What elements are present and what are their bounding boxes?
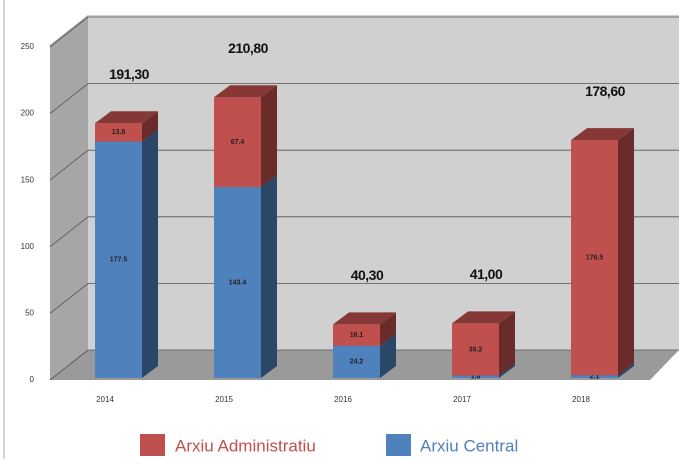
data-label: 143.4 [229,279,247,286]
bar [571,140,618,376]
total-label: 210,80 [228,40,269,56]
bar [571,375,618,378]
bar-side [380,312,396,346]
bar-side [261,174,277,378]
data-label: 67.4 [231,139,245,146]
legend-label: Arxiu Central [420,436,518,455]
data-label: 176.5 [586,254,604,261]
bar-side [499,363,515,378]
bar-top [95,111,158,124]
total-label: 40,30 [351,267,384,283]
bar-side [142,129,158,378]
x-tick-label: 2014 [96,395,114,404]
bar-side [618,128,634,376]
y-tick-label: 50 [25,309,34,318]
grid-line [49,149,89,181]
legend-swatch [386,434,411,456]
bar [95,123,142,142]
bar [333,345,380,378]
y-tick-label: 0 [30,375,35,384]
bar-side [261,85,277,187]
grid-line [49,83,89,114]
bar-side [618,363,634,378]
data-label: 177.5 [110,257,128,264]
total-label: 41,00 [470,266,503,282]
bar-top [571,128,634,141]
total-label: 178,60 [585,83,626,99]
grid-line [49,283,89,314]
side-wall [50,15,88,380]
total-label: 191,30 [109,66,150,82]
x-tick-label: 2018 [572,395,590,404]
data-label: 24.2 [350,359,364,366]
x-tick-label: 2017 [453,395,471,404]
grid-line [49,16,89,48]
bar-side [142,111,158,142]
y-tick-label: 250 [21,42,35,51]
y-tick-label: 200 [21,109,35,118]
bar [214,186,261,378]
bar-side [380,333,396,378]
data-label: 1.8 [471,374,481,381]
bar-top [214,85,277,98]
grid-line [49,216,89,248]
data-label: 2.1 [590,373,600,380]
x-tick-label: 2015 [215,395,233,404]
grid-line [49,349,89,381]
y-tick-label: 100 [21,242,35,251]
data-label: 13.8 [112,129,126,136]
legend-swatch [140,434,165,456]
x-tick-label: 2016 [334,395,352,404]
bar [452,323,499,376]
bar [452,375,499,378]
bar-top [452,311,515,324]
data-label: 16.1 [350,332,364,339]
legend-label: Arxiu Administratiu [175,436,316,455]
bar-side [499,311,515,376]
data-label: 39.2 [469,346,483,353]
bar [95,141,142,378]
bar [214,97,261,187]
y-tick-label: 150 [21,175,35,184]
bar-top [333,312,396,325]
bar [333,324,380,346]
